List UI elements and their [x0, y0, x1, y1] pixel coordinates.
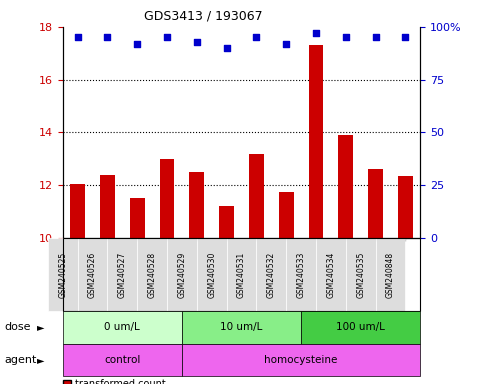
Text: GSM240527: GSM240527 — [118, 252, 127, 298]
Bar — [189, 172, 204, 238]
Bar — [130, 199, 145, 238]
Point — [133, 41, 141, 47]
Bar — [398, 176, 413, 238]
Bar — [70, 184, 85, 238]
Bar — [159, 159, 174, 238]
Point — [163, 35, 171, 41]
Point — [401, 35, 409, 41]
Text: 100 um/L: 100 um/L — [336, 322, 385, 333]
Text: GSM240848: GSM240848 — [386, 252, 395, 298]
Text: GSM240533: GSM240533 — [297, 252, 306, 298]
Point — [193, 39, 201, 45]
Bar — [368, 169, 383, 238]
Bar — [309, 45, 324, 238]
Bar — [100, 175, 115, 238]
Text: GSM240532: GSM240532 — [267, 252, 276, 298]
Text: transformed count: transformed count — [75, 379, 166, 384]
Bar — [219, 207, 234, 238]
Point — [342, 35, 350, 41]
Text: agent: agent — [5, 355, 37, 365]
Text: GSM240535: GSM240535 — [356, 252, 365, 298]
Point — [253, 35, 260, 41]
Bar — [249, 154, 264, 238]
Point — [282, 41, 290, 47]
Text: GSM240525: GSM240525 — [58, 252, 67, 298]
Point — [372, 35, 380, 41]
Text: ►: ► — [37, 322, 45, 333]
Text: GSM240528: GSM240528 — [148, 252, 156, 298]
Text: homocysteine: homocysteine — [264, 355, 338, 365]
Point — [223, 45, 230, 51]
Point — [312, 30, 320, 36]
Text: control: control — [104, 355, 141, 365]
Text: 0 um/L: 0 um/L — [104, 322, 140, 333]
Bar — [338, 135, 353, 238]
Bar — [279, 192, 294, 238]
Text: ►: ► — [37, 355, 45, 365]
Text: GDS3413 / 193067: GDS3413 / 193067 — [143, 10, 262, 23]
Text: GSM240526: GSM240526 — [88, 252, 97, 298]
Text: dose: dose — [5, 322, 31, 333]
Text: 10 um/L: 10 um/L — [220, 322, 263, 333]
Point — [74, 35, 82, 41]
Text: GSM240534: GSM240534 — [327, 252, 335, 298]
Text: GSM240530: GSM240530 — [207, 252, 216, 298]
Point — [104, 35, 112, 41]
Text: GSM240529: GSM240529 — [177, 252, 186, 298]
Text: GSM240531: GSM240531 — [237, 252, 246, 298]
